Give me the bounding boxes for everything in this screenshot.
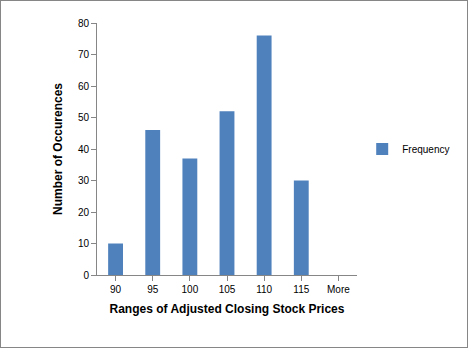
svg-text:105: 105 (219, 284, 236, 295)
svg-text:95: 95 (147, 284, 159, 295)
svg-text:20: 20 (78, 207, 90, 218)
svg-text:Ranges of Adjusted Closing Sto: Ranges of Adjusted Closing Stock Prices (110, 302, 345, 316)
svg-text:70: 70 (78, 49, 90, 60)
svg-text:90: 90 (110, 284, 122, 295)
svg-text:110: 110 (256, 284, 272, 295)
svg-text:Frequency: Frequency (402, 144, 449, 155)
svg-text:30: 30 (78, 175, 90, 186)
svg-text:More: More (327, 284, 350, 295)
svg-text:10: 10 (78, 238, 90, 249)
svg-text:40: 40 (78, 144, 90, 155)
svg-text:Number of Occurences: Number of Occurences (51, 83, 65, 215)
svg-text:60: 60 (78, 81, 90, 92)
svg-text:115: 115 (293, 284, 309, 295)
svg-text:80: 80 (78, 18, 90, 29)
svg-text:0: 0 (83, 270, 89, 281)
svg-text:50: 50 (78, 112, 90, 123)
svg-text:100: 100 (182, 284, 199, 295)
